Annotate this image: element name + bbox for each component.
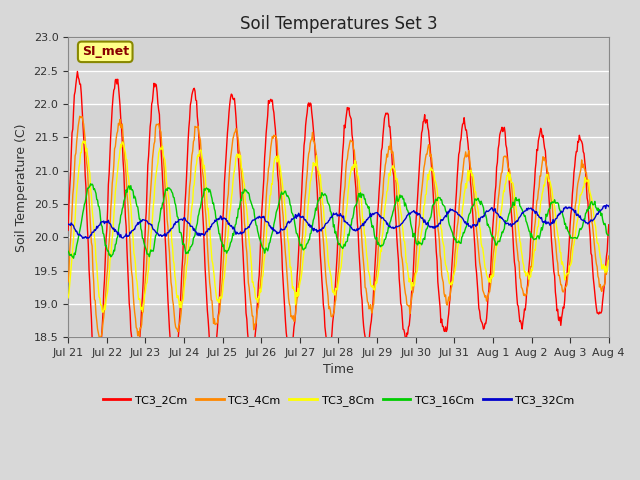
TC3_32Cm [236, 230, 244, 236]
TC3_4Cm [605, 253, 612, 259]
TC3_16Cm [421, 237, 429, 242]
TC3_4Cm [218, 280, 226, 286]
TC3_16Cm [605, 232, 612, 238]
TC3_2Cm [74, 69, 81, 74]
Bar [68, 71, 609, 104]
Bar [68, 304, 609, 337]
TC3_16Cm [198, 195, 206, 201]
Legend: TC3_2Cm, TC3_4Cm, TC3_8Cm, TC3_16Cm, TC3_32Cm: TC3_2Cm, TC3_4Cm, TC3_8Cm, TC3_16Cm, TC3… [98, 391, 579, 411]
TC3_4Cm [96, 335, 104, 340]
Bar [68, 204, 609, 237]
TC3_4Cm [76, 113, 84, 119]
TC3_4Cm [198, 161, 206, 167]
TC3_2Cm [198, 194, 206, 200]
TC3_16Cm [70, 255, 77, 261]
TC3_16Cm [218, 240, 226, 245]
Y-axis label: Soil Temperature (C): Soil Temperature (C) [15, 123, 28, 252]
TC3_2Cm [93, 376, 101, 382]
Line: TC3_4Cm: TC3_4Cm [68, 116, 609, 337]
Bar [68, 37, 609, 71]
Line: TC3_32Cm: TC3_32Cm [68, 205, 609, 239]
TC3_32Cm [197, 230, 205, 236]
TC3_2Cm [421, 112, 429, 118]
Line: TC3_2Cm: TC3_2Cm [68, 72, 609, 379]
TC3_2Cm [64, 228, 72, 233]
TC3_4Cm [64, 279, 72, 285]
Text: SI_met: SI_met [82, 45, 129, 59]
TC3_4Cm [486, 283, 494, 289]
TC3_32Cm [605, 204, 612, 209]
Bar [68, 237, 609, 271]
TC3_8Cm [486, 279, 494, 285]
TC3_8Cm [605, 258, 612, 264]
TC3_32Cm [486, 207, 493, 213]
TC3_8Cm [218, 294, 226, 300]
TC3_4Cm [421, 161, 429, 167]
TC3_16Cm [486, 229, 494, 235]
Bar [68, 137, 609, 171]
TC3_2Cm [553, 308, 561, 313]
Bar [68, 171, 609, 204]
Line: TC3_8Cm: TC3_8Cm [68, 141, 609, 312]
TC3_8Cm [421, 201, 429, 207]
TC3_2Cm [486, 272, 494, 277]
TC3_32Cm [420, 220, 428, 226]
X-axis label: Time: Time [323, 363, 354, 376]
TC3_2Cm [237, 198, 244, 204]
TC3_32Cm [64, 221, 72, 227]
Line: TC3_16Cm: TC3_16Cm [68, 184, 609, 258]
TC3_16Cm [553, 200, 561, 205]
Title: Soil Temperatures Set 3: Soil Temperatures Set 3 [239, 15, 437, 33]
TC3_32Cm [218, 214, 225, 220]
TC3_2Cm [605, 222, 612, 228]
TC3_32Cm [552, 216, 560, 221]
TC3_2Cm [218, 237, 226, 243]
TC3_16Cm [87, 181, 95, 187]
TC3_8Cm [198, 154, 206, 160]
TC3_8Cm [80, 138, 88, 144]
TC3_4Cm [237, 162, 244, 168]
TC3_8Cm [237, 153, 244, 158]
Bar [68, 271, 609, 304]
TC3_16Cm [237, 197, 244, 203]
TC3_16Cm [64, 249, 72, 254]
TC3_8Cm [64, 295, 72, 301]
TC3_32Cm [603, 202, 611, 208]
TC3_4Cm [553, 256, 561, 262]
TC3_32Cm [79, 236, 86, 241]
Bar [68, 104, 609, 137]
TC3_8Cm [553, 226, 561, 232]
TC3_8Cm [99, 310, 107, 315]
